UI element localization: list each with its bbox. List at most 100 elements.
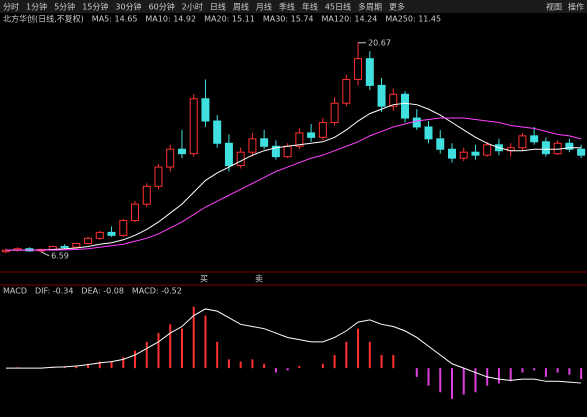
macd-bar xyxy=(204,315,207,369)
candle-body xyxy=(577,148,586,156)
candle-body xyxy=(518,135,527,149)
macd-bar xyxy=(509,368,512,382)
macd-bar xyxy=(169,324,172,369)
toolbar-tab[interactable]: 多周期 xyxy=(358,2,382,12)
toolbar-tab[interactable]: 年线 xyxy=(302,2,318,12)
toolbar-tab[interactable]: 1分钟 xyxy=(26,2,47,12)
indicator-title: 北方华创(日线,不复权) xyxy=(3,14,84,24)
candle-body xyxy=(84,237,93,245)
toolbar-tab[interactable]: 分时 xyxy=(3,2,19,12)
toolbar-tab[interactable]: 45日线 xyxy=(325,2,351,12)
macd-bar xyxy=(392,355,395,369)
macd-bar xyxy=(263,363,266,369)
indicator-value: MA250: 11.45 xyxy=(385,15,441,24)
toolbar-tab[interactable]: 5分钟 xyxy=(54,2,75,12)
toolbar-tab[interactable]: 60分钟 xyxy=(149,2,175,12)
macd-bar xyxy=(474,368,477,393)
indicator-line xyxy=(5,117,582,251)
candle-body xyxy=(95,231,104,239)
candle-body xyxy=(166,148,175,168)
macd-bar xyxy=(380,355,383,369)
toolbar-tab[interactable]: 30分钟 xyxy=(115,2,141,12)
macd-bar xyxy=(286,368,289,371)
indicator-value: MA5: 14.65 xyxy=(92,15,138,24)
macd-bar xyxy=(415,368,418,377)
candle-body xyxy=(565,142,574,150)
candle-body xyxy=(389,93,398,107)
candle-body xyxy=(307,132,316,138)
toolbar-tab[interactable]: 季线 xyxy=(279,2,295,12)
macd-bar xyxy=(533,368,536,371)
candle-body xyxy=(213,120,222,144)
indicator-value: MACD: -0.52 xyxy=(132,287,182,296)
macd-bar xyxy=(450,368,453,399)
candle-body xyxy=(447,148,456,159)
macd-bar xyxy=(239,361,242,369)
candle-body xyxy=(295,132,304,147)
indicator-line xyxy=(5,102,582,251)
indicator-value: MA10: 14.92 xyxy=(145,15,196,24)
toolbar-tab[interactable]: 月线 xyxy=(256,2,272,12)
indicator-value: DIF: -0.34 xyxy=(35,287,73,296)
macd-bar xyxy=(75,365,78,369)
macd-bar xyxy=(227,359,230,369)
macd-bar xyxy=(321,363,324,369)
macd-bar xyxy=(497,368,500,384)
macd-bar xyxy=(274,368,277,373)
macd-bar xyxy=(110,362,113,369)
macd-bar xyxy=(544,368,547,377)
macd-bar xyxy=(568,368,571,375)
candle-body xyxy=(377,84,386,107)
candle-body xyxy=(177,148,186,155)
candle-body xyxy=(459,151,468,159)
toolbar-tab[interactable]: 2小时 xyxy=(182,2,203,12)
macd-bar xyxy=(521,368,524,373)
macd-bar xyxy=(345,341,348,369)
signal-label: 卖 xyxy=(255,275,263,284)
macd-bar xyxy=(357,328,360,369)
macd-bar xyxy=(98,361,101,369)
macd-bar xyxy=(251,359,254,369)
candle-body xyxy=(271,145,280,158)
toolbar-tab[interactable]: 日线 xyxy=(210,2,226,12)
macd-bar xyxy=(439,368,442,393)
candle-body xyxy=(189,98,198,155)
toolbar-tab[interactable]: 15分钟 xyxy=(82,2,108,12)
macd-bar xyxy=(427,368,430,386)
candle-body xyxy=(201,98,210,122)
candle-body xyxy=(72,243,81,248)
indicator-value: DEA: -0.08 xyxy=(81,287,123,296)
candle-body xyxy=(236,151,245,167)
candle-body xyxy=(330,102,339,124)
candle-body xyxy=(354,58,363,80)
candle-body xyxy=(248,138,257,153)
indicator-title: MACD xyxy=(3,287,27,296)
toolbar-tab[interactable]: 周线 xyxy=(233,2,249,12)
candle-body xyxy=(131,203,140,221)
indicator-line xyxy=(5,308,582,384)
macd-bar xyxy=(462,368,465,395)
candle-body xyxy=(365,58,374,86)
macd-bar xyxy=(157,333,160,369)
candle-body xyxy=(60,245,69,248)
macd-bar xyxy=(580,368,583,380)
toolbar-button[interactable]: 视图 xyxy=(546,2,562,12)
candle-body xyxy=(541,141,550,155)
toolbar-button[interactable]: 操作 xyxy=(568,2,584,12)
candle-body xyxy=(224,142,233,167)
indicator-value: MA30: 15.74 xyxy=(263,15,314,24)
macd-bar xyxy=(556,368,559,373)
signal-label: 买 xyxy=(200,275,208,284)
macd-bar xyxy=(87,363,90,369)
candle-body xyxy=(436,138,445,150)
price-annotation: 20.67 xyxy=(368,38,391,47)
candle-body xyxy=(424,126,433,140)
macd-bar xyxy=(122,357,125,369)
candle-body xyxy=(283,145,292,158)
candle-body xyxy=(401,93,410,119)
indicator-value: MA120: 14.24 xyxy=(322,15,378,24)
toolbar-tab[interactable]: 更多 xyxy=(389,2,405,12)
toolbar xyxy=(0,0,587,13)
